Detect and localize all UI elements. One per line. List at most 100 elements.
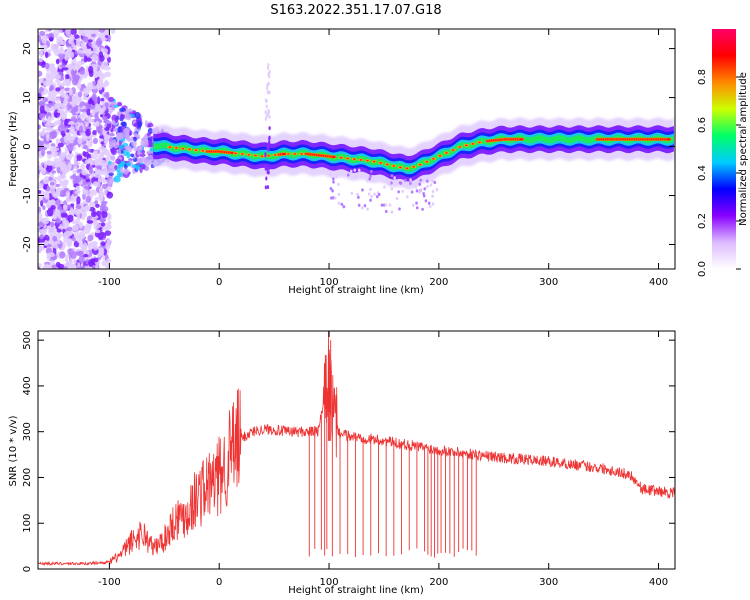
ridge-band (153, 132, 674, 175)
below-ridge-blob (342, 205, 346, 209)
noise-blob (38, 78, 44, 84)
noise-blob (92, 130, 97, 136)
scatter-blob (108, 96, 115, 103)
noise-blob (60, 130, 66, 136)
colorbar-gradient (712, 29, 736, 269)
noise-blob (95, 210, 102, 217)
noise-blob (49, 36, 54, 42)
noise-blob (95, 165, 103, 169)
below-ridge-blob (360, 206, 364, 210)
noise-blob (91, 33, 96, 38)
below-ridge-blob (380, 203, 384, 207)
noise-blob (81, 40, 86, 47)
noise-blob (39, 101, 46, 107)
snr-panel: -100 0 100 200 300 400 0 100 200 300 400 500 Heigh… (8, 330, 676, 596)
spectrogram-x-tick-label: 300 (539, 277, 558, 288)
noise-blob (95, 229, 101, 234)
noise-blob (83, 226, 91, 235)
ridge-bead-core (201, 150, 205, 152)
below-ridge-blob (367, 192, 371, 196)
noise-blob (70, 51, 75, 58)
below-ridge-blob (429, 183, 433, 187)
noise-blob (99, 54, 105, 62)
spike-blob (266, 185, 270, 190)
noise-blob (105, 91, 110, 100)
spectrogram-y-tick-label: -10 (22, 187, 33, 203)
ridge-bead-core (366, 159, 369, 162)
below-ridge-blob (366, 207, 369, 211)
below-ridge-blob (331, 196, 335, 200)
noise-blob (64, 118, 69, 127)
noise-blob (85, 128, 91, 137)
noise-blob (103, 132, 107, 140)
noise-blob (78, 242, 84, 248)
noise-blob (52, 191, 60, 199)
noise-blob (70, 29, 77, 35)
below-ridge-blob (390, 210, 394, 214)
below-ridge-blob (328, 172, 332, 177)
spectrogram-y-ticks: -20 -10 0 10 20 (22, 42, 675, 253)
ridge-bead-core (240, 153, 244, 155)
below-ridge-blob (421, 207, 424, 211)
scatter-blob (126, 114, 132, 121)
noise-blob (83, 73, 89, 77)
noise-blob (48, 65, 56, 73)
snr-x-tick-label: 0 (216, 577, 222, 588)
noise-blob (76, 118, 82, 123)
below-ridge-blob (333, 196, 337, 200)
noise-blob (38, 265, 41, 269)
below-ridge-blob (369, 174, 372, 178)
scatter-blob (147, 154, 154, 163)
noise-blob (73, 258, 77, 265)
scatter-blob (111, 139, 117, 144)
below-ridge-blob (350, 191, 354, 195)
noise-blob (75, 155, 83, 161)
noise-blob (96, 96, 101, 105)
noise-blob (82, 180, 88, 186)
noise-blob (103, 115, 107, 120)
below-ridge-blob (330, 196, 333, 200)
noise-blob (38, 124, 41, 130)
noise-blob (94, 264, 99, 269)
scatter-blob (117, 126, 122, 133)
spike-blob (264, 185, 267, 190)
noise-blob (55, 87, 61, 92)
scatter-blob (138, 158, 143, 163)
below-ridge-blob (425, 179, 429, 183)
noise-blob (57, 53, 66, 59)
noise-blob (88, 189, 95, 194)
noise-blob (54, 79, 61, 83)
noise-blob (51, 130, 58, 139)
noise-blob (54, 74, 62, 80)
noise-blob (48, 102, 52, 108)
noise-blob (39, 50, 44, 56)
noise-blob (66, 239, 73, 248)
noise-blob (72, 170, 77, 175)
below-ridge-blob (431, 194, 434, 198)
noise-blob (38, 221, 45, 229)
noise-blob (59, 89, 65, 95)
noise-blob (52, 48, 58, 54)
noise-blob (73, 155, 77, 163)
noise-blob (88, 259, 95, 268)
noise-blob (83, 95, 87, 99)
spectrogram-x-axis-label: Height of straight line (km) (288, 285, 424, 296)
noise-blob (47, 75, 54, 83)
spike-blob (268, 166, 271, 171)
noise-blob (54, 209, 61, 217)
colorbar-tick-label: 0.2 (697, 213, 708, 229)
noise-blob (90, 29, 97, 33)
noise-blob (41, 167, 47, 175)
noise-blob (82, 210, 87, 218)
noise-blob (93, 97, 98, 105)
below-ridge-blob (337, 201, 341, 205)
snr-plot-area (38, 331, 675, 566)
ridge-bead-core (194, 149, 198, 151)
below-ridge-blob (384, 209, 388, 214)
noise-blob (94, 169, 102, 175)
noise-blob (102, 206, 109, 212)
ridge-bead-core (451, 149, 455, 151)
below-ridge-blob (332, 180, 335, 184)
below-ridge-blob (401, 189, 404, 194)
